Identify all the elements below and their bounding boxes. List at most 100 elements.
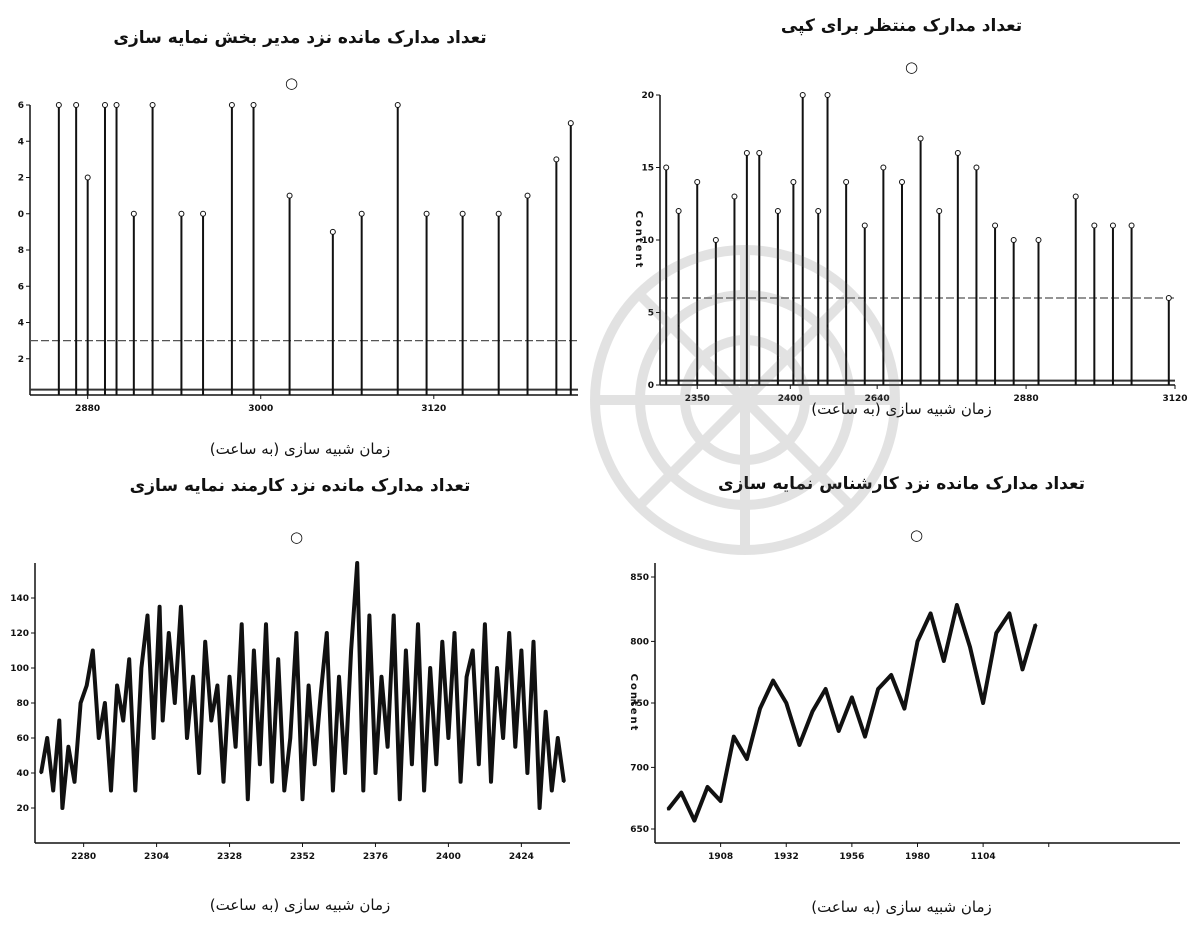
data-point (307, 684, 310, 687)
data-point (785, 701, 788, 705)
spike-cap (936, 208, 943, 214)
data-point (283, 789, 286, 792)
data-point (380, 675, 383, 678)
data-point (955, 603, 959, 607)
data-point (514, 745, 517, 748)
x-tick-label: 1956 (839, 852, 864, 862)
chart-marker: ○ (910, 526, 924, 544)
x-tick-label: 2328 (217, 852, 242, 862)
data-point (903, 707, 906, 710)
data-point (477, 763, 481, 766)
spike-cap (130, 210, 137, 217)
x-tick-label: 2880 (1014, 394, 1039, 404)
data-point (981, 701, 985, 705)
spike-cap (149, 102, 156, 108)
data-point (52, 789, 55, 792)
data-point (398, 798, 401, 801)
data-point (85, 684, 88, 687)
data-point (73, 780, 76, 783)
y-tick-label: 40 (16, 769, 29, 779)
spike-cap (731, 193, 738, 200)
data-point (441, 640, 444, 643)
data-point (562, 780, 566, 783)
x-tick-label: 2352 (290, 852, 315, 862)
data-point (929, 612, 932, 615)
data-point (270, 780, 274, 783)
data-point (798, 743, 801, 747)
data-point (459, 780, 462, 783)
data-point (995, 631, 998, 635)
data-point (1008, 612, 1011, 615)
y-tick-label: 6 (18, 101, 24, 111)
data-point (386, 745, 389, 748)
data-point (680, 791, 683, 794)
data-point (158, 605, 161, 608)
y-tick-label: 700 (630, 763, 649, 773)
spike-cap (1165, 295, 1172, 301)
y-tick-label: 20 (16, 804, 29, 814)
y-tick-label: 4 (18, 319, 24, 329)
data-point (234, 745, 237, 748)
x-tick-label: 1980 (905, 852, 930, 862)
x-tick-label: 3000 (248, 404, 273, 414)
data-point (349, 649, 353, 652)
data-point (325, 631, 329, 635)
chart-plot-manager-queue: 2 4 6 8 0 2 4 6 2880 3000 3120 (18, 101, 578, 414)
y-tick-label: 120 (10, 629, 29, 639)
chart-title: تعداد مدارک منتظر برای کپی (780, 16, 1023, 36)
spike-cap (84, 174, 91, 181)
data-point (465, 675, 468, 678)
data-point (173, 701, 177, 705)
data-point (295, 631, 298, 635)
y-tick-label: 15 (641, 164, 654, 174)
spike-cap (495, 210, 502, 217)
y-tick-label: 650 (630, 825, 649, 835)
spike-cap (917, 135, 924, 142)
spike-cap (843, 179, 850, 185)
chart-panel-copy-queue: تعداد مدارک منتظر برای کپی ○ 0 5 10 15 20 235… (605, 0, 1198, 460)
data-point (1021, 668, 1024, 671)
data-point (447, 736, 450, 740)
data-point (197, 771, 201, 775)
spike-cap (774, 208, 781, 214)
y-tick-label: 20 (641, 91, 654, 101)
spike-cap (824, 92, 831, 98)
y-tick-label: 6 (18, 282, 24, 292)
data-point (416, 623, 420, 626)
spike-cap (880, 164, 887, 171)
data-point (374, 771, 377, 775)
y-tick-label: 0 (648, 381, 654, 391)
data-point (356, 561, 359, 565)
data-point (404, 649, 408, 652)
spike-cap (992, 222, 999, 229)
spike-cap (178, 210, 185, 217)
data-point (301, 798, 304, 801)
data-point (61, 806, 64, 810)
data-point (556, 736, 560, 740)
data-point (890, 673, 893, 677)
data-point (368, 614, 371, 617)
data-point (811, 710, 814, 713)
data-point (103, 701, 107, 705)
spike-cap (553, 156, 560, 163)
spike-cap (329, 228, 336, 235)
chart-panel-manager-queue: تعداد مدارک مانده نزد مدیر بخش نمایه ساز… (0, 0, 600, 460)
data-point (410, 763, 414, 766)
data-point (362, 789, 365, 792)
data-point (67, 745, 70, 748)
spike-cap (861, 222, 868, 229)
data-point (435, 763, 438, 766)
data-point (152, 736, 155, 740)
y-tick-label: 0 (18, 210, 24, 220)
data-point (45, 736, 49, 740)
spike-cap (394, 102, 401, 108)
y-tick-label: 80 (16, 699, 29, 709)
y-tick-label: 10 (641, 236, 654, 246)
data-point (850, 696, 854, 699)
x-axis-label: زمان شبیه سازی (به ساعت) (209, 440, 391, 458)
spike-cap (200, 210, 207, 217)
spike-cap (423, 210, 430, 217)
data-point (520, 649, 523, 652)
data-point (337, 675, 341, 678)
data-point (191, 675, 195, 678)
